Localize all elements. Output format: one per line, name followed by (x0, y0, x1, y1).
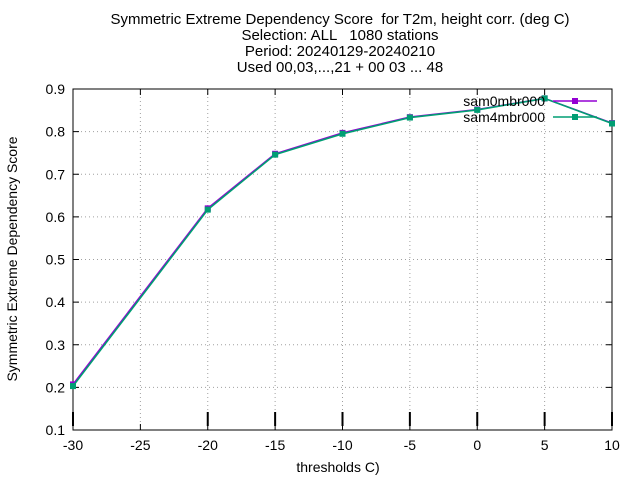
data-point-sam4mbr000 (204, 206, 211, 213)
y-tick-label: 0.6 (46, 209, 66, 225)
x-tick-label: -15 (265, 437, 285, 453)
series-group (70, 95, 615, 390)
legend-label-sam0mbr000: sam0mbr000 (463, 93, 545, 109)
x-tick-label: -10 (332, 437, 352, 453)
data-point-sam4mbr000 (339, 130, 346, 137)
data-point-sam4mbr000 (609, 120, 615, 127)
y-tick-label: 0.3 (46, 337, 66, 353)
axis-ticks: 0.1 0.2 0.3 0.4 0.5 0.6 0.7 0.8 0.9 -30 -25 -20 -15 -… (46, 81, 620, 453)
chart-title-line-2: Selection: ALL 1080 stations (241, 27, 439, 44)
x-axis-label: thresholds C) (296, 459, 379, 475)
chart-title-line-3: Period: 20240129-20240210 (244, 43, 436, 60)
x-tick-label: -5 (404, 437, 417, 453)
grid-lines (73, 89, 612, 430)
x-tick-label: 10 (604, 437, 620, 453)
y-tick-label: 0.4 (46, 294, 66, 310)
y-tick-label: 0.1 (46, 422, 66, 438)
data-point-sam4mbr000 (272, 151, 279, 158)
sample-markers (72, 412, 613, 426)
y-tick-label: 0.7 (46, 166, 66, 182)
data-point-sam4mbr000 (406, 114, 413, 121)
x-tick-label: 5 (541, 437, 549, 453)
legend-marker-sam0mbr000 (572, 98, 578, 104)
legend-marker-sam4mbr000 (572, 114, 578, 120)
x-tick-label: -30 (63, 437, 83, 453)
y-tick-label: 0.5 (46, 252, 66, 268)
chart-title-line-1: Symmetric Extreme Dependency Score for T… (110, 11, 570, 28)
data-point-sam4mbr000 (541, 95, 548, 102)
data-point-sam4mbr000 (70, 383, 76, 390)
chart-title-line-4: Used 00,03,...,21 + 00 03 ... 48 (236, 59, 444, 76)
series-line-sam4mbr000 (72, 97, 613, 387)
y-tick-label: 0.8 (46, 124, 66, 140)
data-point-sam4mbr000 (474, 106, 481, 113)
x-tick-label: 0 (473, 437, 481, 453)
x-tick-label: -20 (198, 437, 218, 453)
y-axis-label: Symmetric Extreme Dependency Score (4, 136, 20, 381)
legend-label-sam4mbr000: sam4mbr000 (463, 109, 545, 125)
y-tick-label: 0.9 (46, 81, 66, 97)
y-tick-label: 0.2 (46, 379, 66, 395)
x-tick-label: -25 (130, 437, 150, 453)
